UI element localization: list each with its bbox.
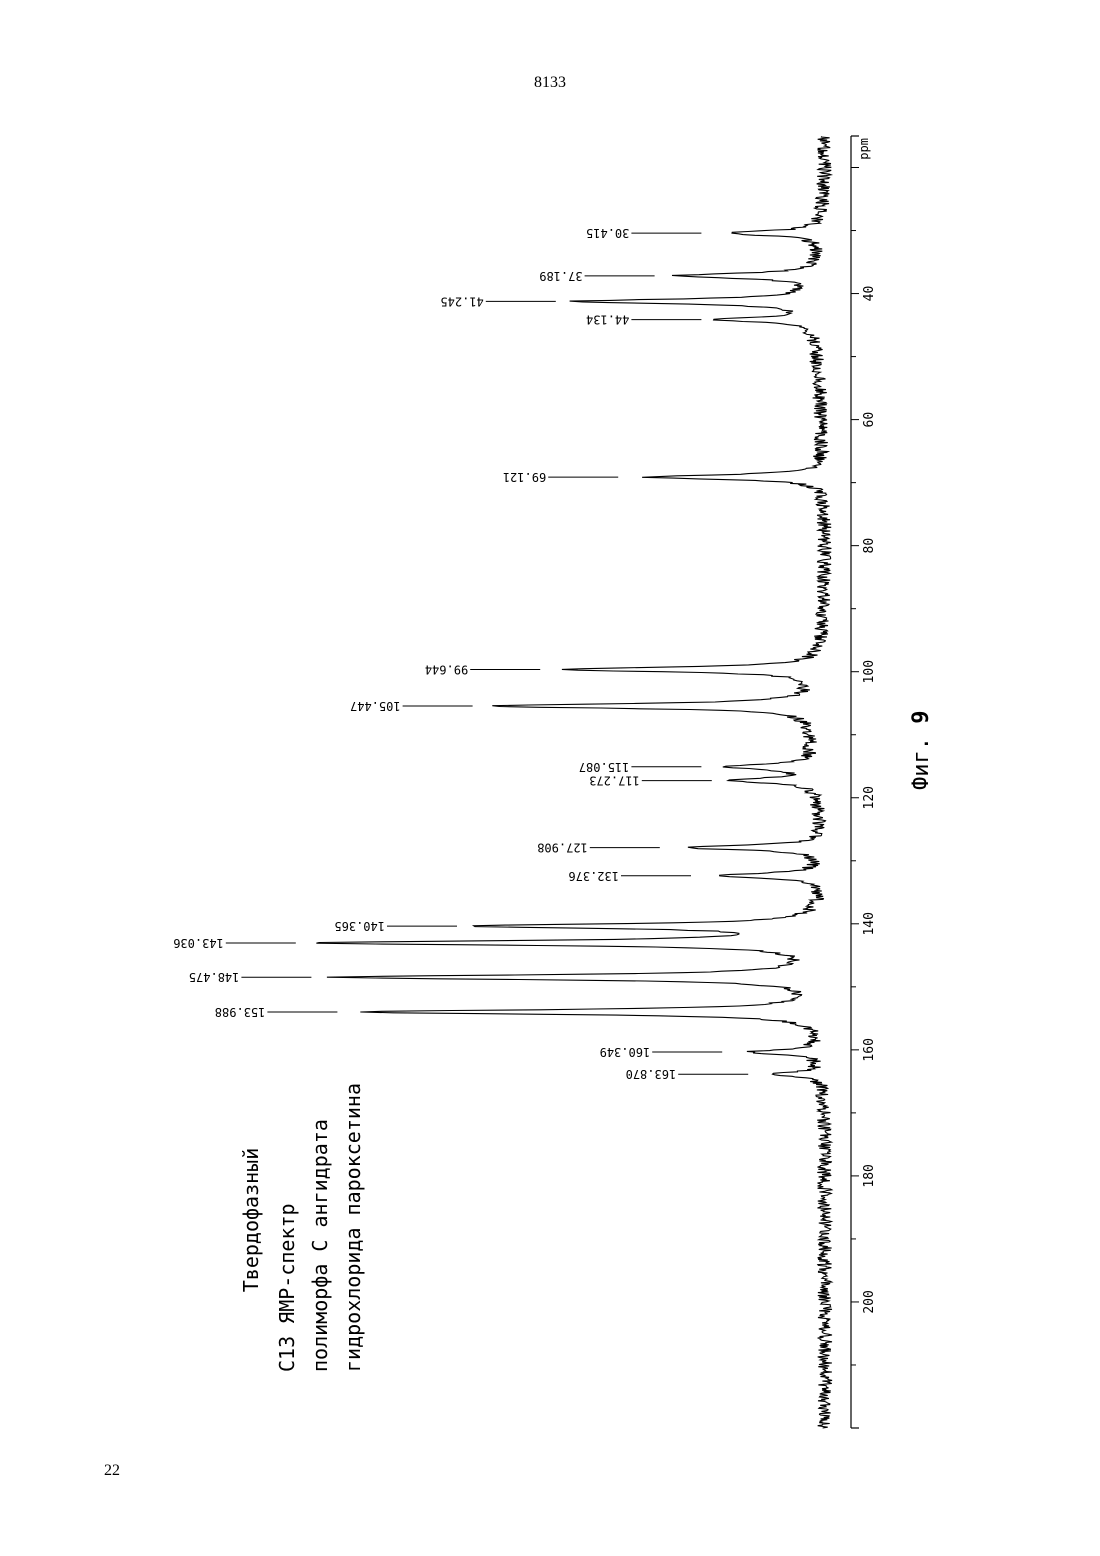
nmr-spectrum-chart: ppm 200 180 160 140 120 100 80 60 40 163.870 160.… bbox=[0, 0, 1100, 1556]
peak-label: 69.121 bbox=[503, 470, 546, 484]
peak-label: 140.365 bbox=[334, 919, 385, 933]
caption-line: полиморфа С ангидрата bbox=[308, 1119, 332, 1372]
x-axis: ppm bbox=[851, 136, 871, 1428]
figure-title: Фиг. 9 bbox=[909, 711, 934, 790]
caption-line: гидрохлорида пароксетина bbox=[341, 1083, 365, 1372]
peak-label: 153.988 bbox=[215, 1005, 266, 1019]
x-tick-label: 40 bbox=[862, 286, 877, 302]
x-tick-label: 100 bbox=[862, 660, 877, 683]
peak-label: 41.245 bbox=[440, 294, 483, 308]
x-tick-label: 200 bbox=[862, 1290, 877, 1313]
x-tick-label: 140 bbox=[862, 912, 877, 935]
x-tick-label: 180 bbox=[862, 1164, 877, 1187]
peak-label: 132.376 bbox=[568, 869, 619, 883]
x-tick-label: 160 bbox=[862, 1038, 877, 1061]
peak-label: 115.087 bbox=[579, 760, 630, 774]
peak-label: 44.134 bbox=[586, 313, 629, 327]
spectrum-trace bbox=[316, 136, 832, 1428]
peak-label: 143.036 bbox=[173, 936, 224, 950]
peak-label: 163.870 bbox=[626, 1067, 677, 1081]
caption-line: C13 ЯМР-спектр bbox=[275, 1203, 299, 1372]
x-axis-ticks: 200 180 160 140 120 100 80 60 40 bbox=[851, 168, 877, 1365]
x-tick-label: 120 bbox=[862, 786, 877, 809]
peak-label: 127.908 bbox=[537, 841, 588, 855]
x-tick-label: 60 bbox=[862, 412, 877, 428]
peak-label: 99.644 bbox=[425, 662, 468, 676]
peak-label: 30.415 bbox=[586, 226, 629, 240]
caption-line: Твердофазный bbox=[239, 1148, 263, 1293]
figure-title-prefix: Фиг. bbox=[909, 724, 934, 790]
peak-label: 160.349 bbox=[600, 1045, 651, 1059]
peak-label: 148.475 bbox=[189, 970, 240, 984]
x-tick-label: 80 bbox=[862, 538, 877, 554]
chart-caption: Твердофазный C13 ЯМР-спектр полиморфа С ан… bbox=[239, 1083, 365, 1372]
figure-title-number: 9 bbox=[909, 711, 934, 724]
page-index: 22 bbox=[104, 1462, 120, 1480]
peak-label: 105.447 bbox=[350, 699, 401, 713]
peak-markers: 163.870 160.349 153.988 148.475 143.036 140.3… bbox=[173, 226, 748, 1081]
figure-title-text: Фиг. 9 bbox=[909, 711, 934, 790]
x-axis-unit-label: ppm bbox=[857, 138, 871, 160]
peak-label: 117.273 bbox=[589, 774, 640, 788]
peak-label: 37.189 bbox=[539, 269, 582, 283]
